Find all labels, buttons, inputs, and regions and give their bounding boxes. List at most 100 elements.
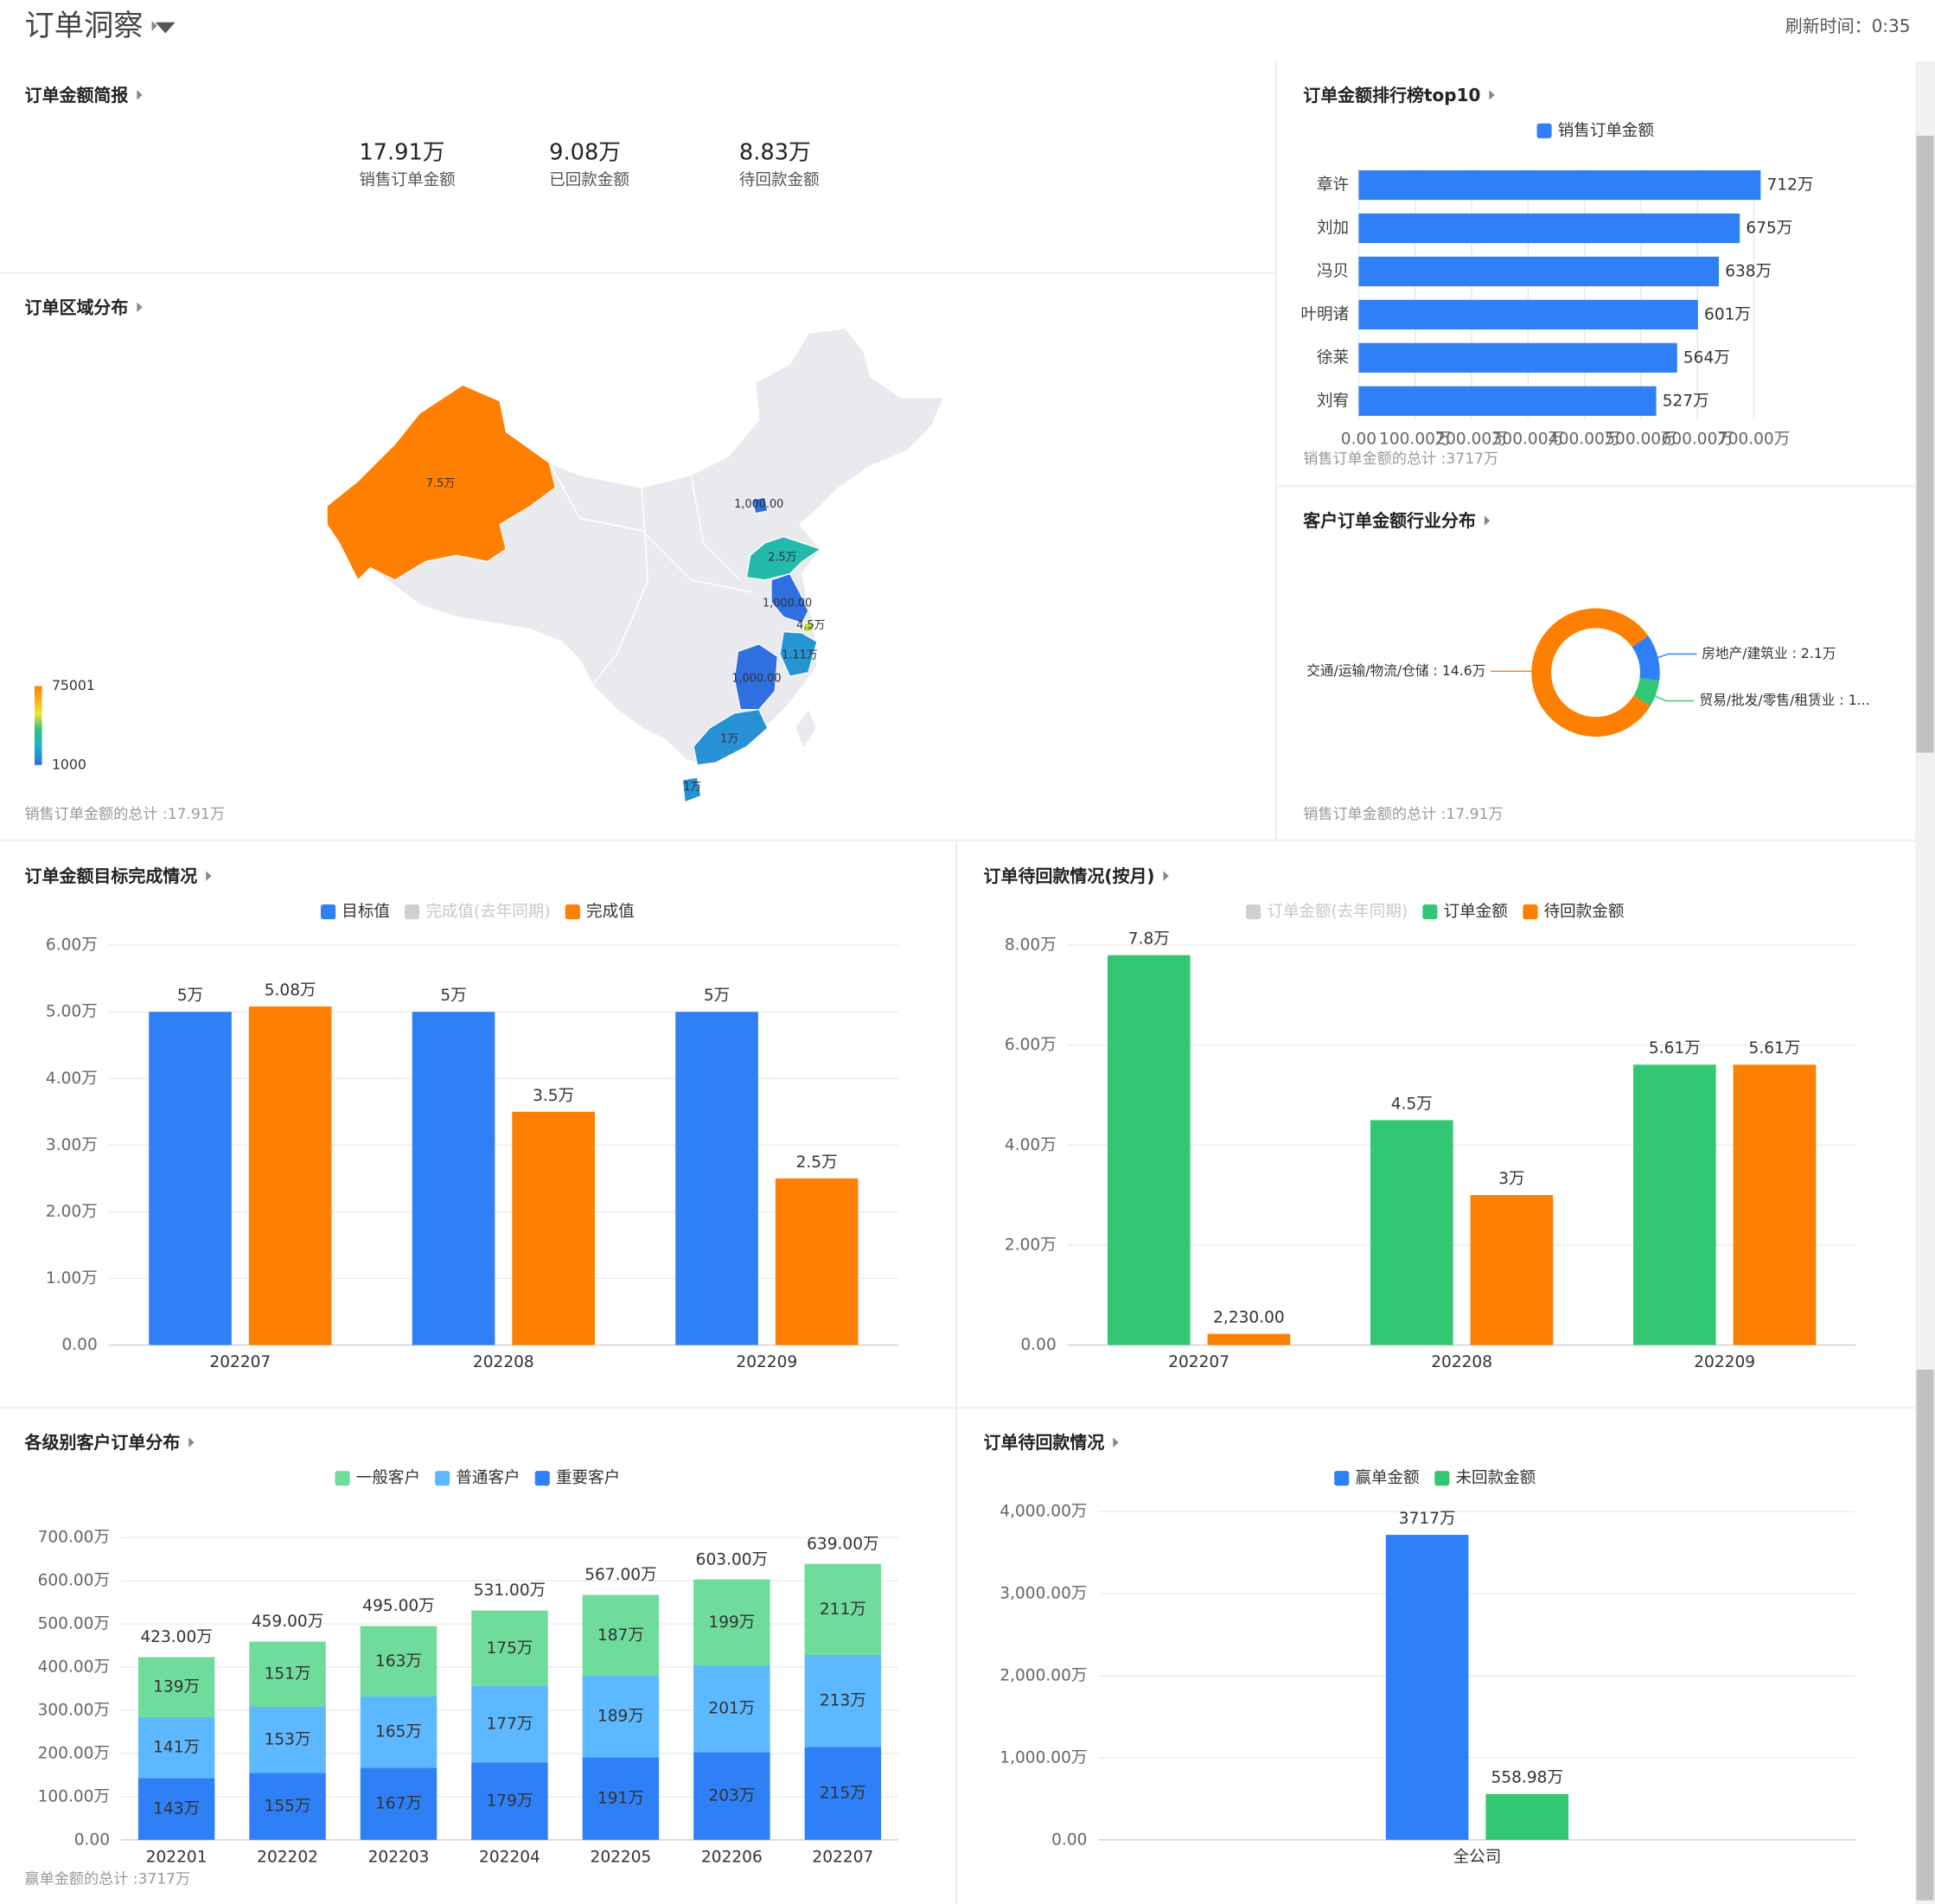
legend-label[interactable]: 未回款金额 [1455, 1469, 1536, 1487]
value-label: 3717万 [1399, 1510, 1456, 1528]
bar-segment [137, 1716, 215, 1779]
legend-swatch [534, 1471, 550, 1486]
legend-label[interactable]: 订单金额(去年同期) [1267, 903, 1408, 921]
legend-swatch [321, 904, 336, 920]
bar-segment [693, 1665, 770, 1753]
panel-title: 各级别客户订单分布 [24, 1432, 181, 1453]
x-tick-label: 500.00万 [1605, 431, 1676, 449]
x-tick-label: 202209 [736, 1353, 797, 1371]
legend-label[interactable]: 销售订单金额 [1558, 122, 1655, 140]
x-tick-label: 700.00万 [1718, 431, 1790, 449]
value-label: 191万 [597, 1790, 644, 1808]
kpi-value: 17.91万 [359, 139, 444, 165]
bar [512, 1111, 595, 1345]
value-label: 163万 [375, 1652, 422, 1671]
legend-label[interactable]: 目标值 [342, 903, 390, 921]
bar-segment [471, 1685, 548, 1763]
bar [1358, 213, 1740, 244]
bar-segment [582, 1675, 660, 1758]
y-tick-label: 5.00万 [46, 1003, 98, 1021]
y-tick-label: 2,000.00万 [999, 1666, 1087, 1684]
value-label: 7.8万 [1128, 930, 1170, 949]
color-scale [34, 686, 42, 765]
bar [1358, 256, 1720, 287]
legend-label[interactable]: 赢单金额 [1355, 1468, 1420, 1487]
region-label: 1万 [683, 781, 701, 794]
expand-arrow [206, 871, 212, 881]
scrollbar[interactable] [1915, 61, 1935, 1904]
legend: 一般客户 普通客户 重要客户 [335, 1469, 620, 1487]
x-tick-label: 202208 [1431, 1353, 1492, 1371]
bar [675, 1012, 758, 1345]
value-label: 712万 [1767, 176, 1814, 195]
bar-segment [693, 1579, 770, 1666]
y-tick-label: 0.00 [1051, 1831, 1087, 1849]
y-tick-label: 0.00 [1020, 1336, 1056, 1354]
color-scale-label: 1000 [52, 756, 86, 772]
legend-label[interactable]: 完成值 [586, 903, 635, 921]
y-tick-label: 0.00 [74, 1831, 110, 1849]
bar-segment [471, 1610, 548, 1686]
x-tick-label: 202208 [473, 1353, 534, 1371]
legend-label[interactable]: 普通客户 [456, 1469, 520, 1487]
legend-swatch [1434, 1471, 1450, 1486]
region-label: 2.5万 [768, 552, 796, 565]
legend-swatch [1536, 123, 1552, 138]
kpi-value: 8.83万 [739, 139, 811, 165]
x-tick-label: 202209 [1694, 1353, 1755, 1371]
total-label: 423.00万 [140, 1628, 212, 1646]
panel-title: 订单待回款情况(按月) [984, 866, 1155, 886]
expand-arrow [137, 302, 143, 312]
donut-segment [1633, 678, 1660, 706]
legend-swatch [1246, 904, 1261, 920]
value-label: 189万 [597, 1708, 644, 1726]
value-label: 213万 [820, 1692, 866, 1710]
total-label: 639.00万 [807, 1535, 878, 1553]
expand-arrow [151, 21, 157, 31]
bar-segment [249, 1641, 326, 1707]
x-tick-label: 200.00万 [1435, 431, 1507, 449]
bar [1370, 1120, 1453, 1345]
value-label: 201万 [708, 1700, 755, 1718]
y-tick-label: 1.00万 [46, 1269, 98, 1287]
legend: 订单金额(去年同期) 订单金额 待回款金额 [1246, 903, 1625, 921]
value-label: 187万 [597, 1626, 644, 1645]
refresh-time: 刷新时间：0:35 [1785, 16, 1911, 36]
bar-segment [137, 1657, 215, 1717]
kpi-value: 9.08万 [549, 139, 621, 165]
legend-label[interactable]: 待回款金额 [1544, 903, 1625, 921]
y-tick-label: 3,000.00万 [999, 1585, 1087, 1603]
leader-line [1653, 653, 1697, 660]
y-tick-label: 200.00万 [38, 1744, 110, 1762]
legend-label[interactable]: 重要客户 [556, 1469, 620, 1487]
value-label: 155万 [265, 1798, 311, 1816]
y-tick-label: 4.00万 [1005, 1136, 1057, 1154]
legend-label[interactable]: 订单金额 [1444, 903, 1509, 921]
panel-title: 订单待回款情况 [984, 1432, 1105, 1453]
legend-label[interactable]: 一般客户 [356, 1469, 420, 1487]
legend-label[interactable]: 完成值(去年同期) [425, 903, 550, 921]
region-label: 7.5万 [426, 477, 455, 490]
value-label: 175万 [486, 1639, 533, 1658]
value-label: 177万 [486, 1716, 533, 1734]
page-title[interactable]: 订单洞察 [25, 9, 144, 43]
value-label: 3.5万 [533, 1087, 574, 1105]
y-tick-label: 6.00万 [46, 936, 98, 955]
y-tick-label: 1,000.00万 [999, 1748, 1087, 1767]
x-tick-label: 202206 [701, 1848, 763, 1866]
value-label: 2.5万 [796, 1153, 838, 1172]
panel-title: 订单金额目标完成情况 [25, 866, 198, 886]
value-label: 203万 [708, 1787, 755, 1805]
expand-arrow [137, 90, 143, 100]
x-tick-label: 202204 [479, 1848, 540, 1866]
panel-title: 订单区域分布 [25, 297, 129, 317]
value-label: 215万 [820, 1785, 866, 1803]
bar [1358, 299, 1698, 330]
y-tick-label: 刘加 [1317, 220, 1349, 238]
legend-swatch [435, 1471, 450, 1486]
region [693, 708, 769, 766]
y-tick-label: 3.00万 [46, 1136, 98, 1154]
legend-swatch [1422, 904, 1438, 920]
value-label: 5.08万 [265, 981, 316, 1000]
total-label: 495.00万 [362, 1597, 434, 1615]
